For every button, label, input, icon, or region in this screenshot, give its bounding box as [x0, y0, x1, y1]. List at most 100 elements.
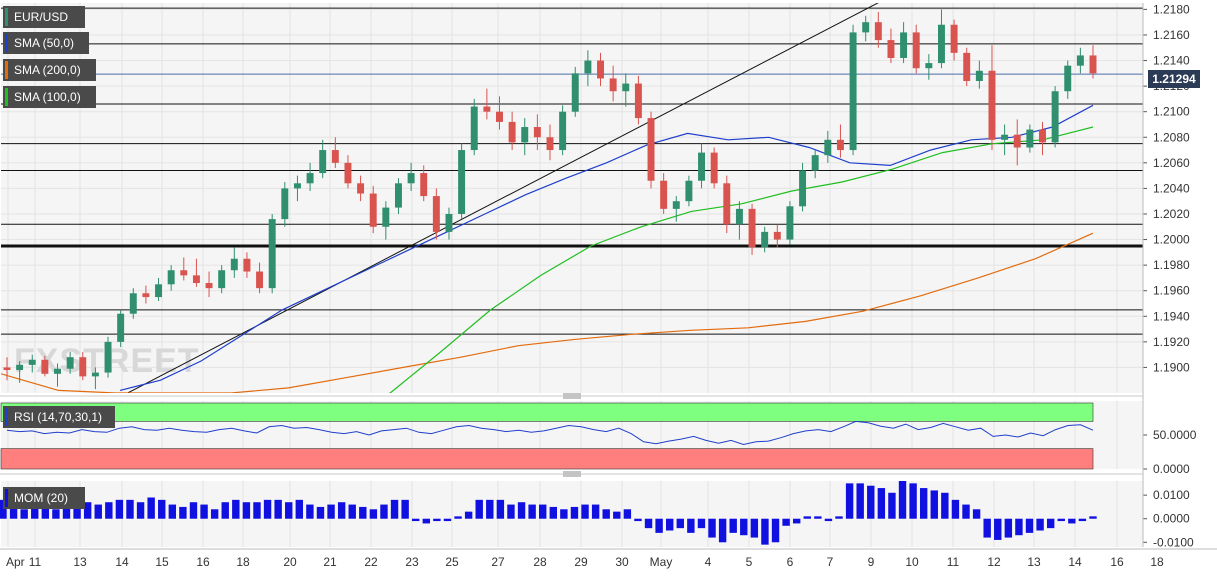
- candle-body: [445, 213, 453, 232]
- candle-body: [205, 283, 213, 289]
- x-tick-label: 28: [533, 555, 547, 569]
- sma100-text: SMA (100,0): [14, 90, 81, 104]
- mom-bar: [803, 516, 811, 519]
- candle: [155, 277, 163, 301]
- mom-bar: [31, 506, 39, 519]
- mom-bar: [528, 504, 536, 519]
- mom-bar: [1025, 518, 1034, 533]
- candle: [218, 265, 226, 294]
- candle-body: [963, 52, 971, 81]
- mom-bar: [665, 518, 674, 531]
- candle-body: [672, 201, 680, 209]
- sma50-swatch: [5, 34, 8, 52]
- candle-body: [293, 183, 301, 189]
- candle: [546, 124, 554, 161]
- mom-bar: [962, 504, 970, 519]
- mom-swatch: [5, 489, 8, 507]
- candle-body: [1064, 65, 1072, 92]
- candle: [496, 96, 503, 130]
- mom-bar: [20, 509, 28, 519]
- rsi-swatch: [5, 408, 8, 426]
- mom-bar: [1089, 516, 1097, 519]
- mom-bar: [644, 518, 653, 529]
- mom-bar: [189, 502, 198, 519]
- mom-bar: [380, 504, 388, 519]
- candle: [28, 354, 36, 373]
- candle: [609, 65, 617, 102]
- mom-bar: [136, 502, 145, 519]
- symbol-label[interactable]: EUR/USD: [3, 6, 85, 28]
- candle-body: [571, 73, 579, 112]
- candle: [761, 226, 769, 253]
- candle-body: [319, 150, 327, 174]
- candle: [748, 203, 756, 255]
- mom-bar: [539, 504, 547, 519]
- mom-bar: [771, 518, 780, 543]
- candle: [344, 155, 352, 189]
- candle: [975, 60, 983, 89]
- y-tick-label: 1.2020: [1153, 207, 1190, 221]
- candle: [41, 355, 49, 377]
- candle: [571, 66, 579, 117]
- candle: [521, 118, 529, 156]
- candle-body: [180, 270, 188, 276]
- sma100-label[interactable]: SMA (100,0): [3, 86, 96, 108]
- candle: [634, 75, 642, 125]
- candle: [672, 196, 680, 222]
- y-tick-label: 1.1980: [1153, 258, 1190, 272]
- candle-body: [900, 32, 908, 58]
- mom-bar: [464, 511, 473, 519]
- candle: [988, 45, 996, 151]
- sma200-label[interactable]: SMA (200,0): [3, 59, 96, 81]
- mom-label[interactable]: MOM (20): [3, 487, 85, 509]
- mom-bar: [750, 518, 759, 538]
- x-tick-label: 10: [905, 555, 919, 569]
- candle-body: [483, 106, 491, 112]
- candle-body: [496, 111, 503, 122]
- candle: [647, 111, 655, 189]
- candle: [912, 24, 920, 74]
- rsi-label[interactable]: RSI (14,70,30,1): [3, 406, 115, 428]
- candle-body: [432, 196, 440, 232]
- x-tick-label: 21: [323, 555, 337, 569]
- mom-bar: [454, 516, 462, 519]
- x-tick-label: 20: [283, 555, 297, 569]
- mom-bar: [549, 506, 557, 519]
- candle: [723, 175, 731, 234]
- x-tick-label: 30: [615, 555, 629, 569]
- y-tick-label: 1.1940: [1153, 309, 1190, 323]
- mom-bar: [52, 509, 60, 519]
- mom-bar: [994, 518, 1002, 540]
- candle-body: [331, 150, 339, 163]
- candle: [432, 188, 440, 240]
- mom-bar: [433, 518, 441, 522]
- mom-bar: [1004, 518, 1013, 538]
- mom-bar: [263, 499, 272, 519]
- mom-bar: [1046, 518, 1055, 529]
- candle: [420, 165, 428, 202]
- candle: [1026, 124, 1034, 153]
- candle: [963, 47, 971, 87]
- rsi-text: RSI (14,70,30,1): [14, 410, 103, 424]
- candle-body: [660, 180, 668, 209]
- x-tick-label: 18: [1150, 555, 1164, 569]
- candle: [1013, 119, 1021, 166]
- mom-bar: [443, 518, 452, 522]
- sma50-label[interactable]: SMA (50,0): [3, 32, 89, 54]
- candle: [508, 111, 516, 151]
- mom-tick-label: 0.0000: [1153, 512, 1190, 526]
- mom-bar: [972, 509, 981, 519]
- mom-bar: [41, 504, 50, 519]
- candle: [533, 114, 541, 151]
- candle: [584, 50, 592, 87]
- x-tick-label: 18: [236, 555, 250, 569]
- mom-bar: [9, 504, 18, 519]
- x-tick-label: 29: [574, 555, 588, 569]
- x-tick-label: May: [650, 555, 673, 569]
- candle-body: [723, 183, 731, 225]
- y-tick-label: 1.2180: [1153, 2, 1190, 16]
- mom-bar: [126, 499, 134, 519]
- x-tick-label: 27: [491, 555, 505, 569]
- candle: [192, 258, 200, 287]
